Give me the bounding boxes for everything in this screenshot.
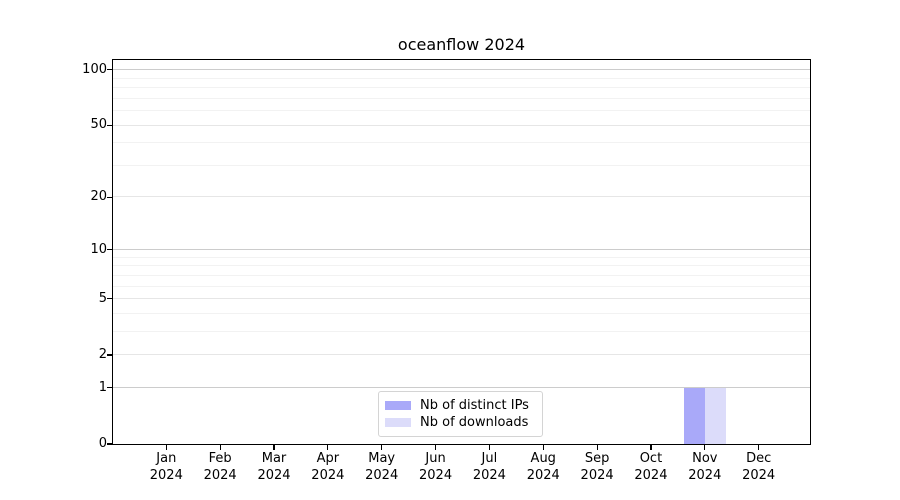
legend-label-downloads: Nb of downloads [420, 414, 529, 430]
x-tick-label: Dec 2024 [742, 451, 776, 483]
x-tick-label: Apr 2024 [311, 451, 345, 483]
y-tick-label: 20 [90, 189, 107, 205]
y-tick-label: 2 [98, 346, 107, 362]
y-tick-label: 5 [98, 290, 107, 306]
x-tick-mark [758, 445, 760, 450]
gridline-minor [112, 142, 810, 144]
gridlines-layer [112, 60, 810, 444]
gridline-minor [112, 312, 810, 314]
gridline-minor [112, 265, 810, 267]
gridline-minor [112, 256, 810, 258]
gridline-minor [112, 77, 810, 79]
x-tick-label: Mar 2024 [257, 451, 291, 483]
gridline-major [112, 298, 810, 300]
x-tick-mark [327, 445, 329, 450]
x-tick-label: Jul 2024 [472, 451, 506, 483]
gridline-minor [112, 87, 810, 89]
plot-area [111, 58, 811, 445]
x-tick-mark [273, 445, 275, 450]
gridline-major [112, 354, 810, 356]
legend: Nb of distinct IPs Nb of downloads [378, 391, 543, 437]
x-tick-label: Jun 2024 [419, 451, 453, 483]
gridline-minor [112, 164, 810, 166]
bar-nb-of-downloads [704, 387, 726, 444]
gridline-minor [112, 110, 810, 111]
gridline-minor [112, 330, 810, 332]
legend-item-downloads: Nb of downloads [385, 415, 533, 431]
x-tick-mark [434, 445, 437, 450]
x-tick-mark [650, 445, 652, 450]
bars-layer [113, 60, 810, 444]
x-tick-label: Sep 2024 [580, 451, 614, 483]
chart-title: oceanflow 2024 [397, 35, 526, 54]
y-tick-mark [107, 196, 112, 198]
legend-swatch-downloads [385, 418, 411, 427]
y-tick-label: 1 [98, 379, 107, 395]
y-tick-label: 10 [90, 241, 107, 257]
y-tick-mark [107, 354, 112, 356]
gridline-minor [112, 285, 810, 287]
y-tick-mark [107, 124, 112, 126]
y-tick-mark [107, 387, 112, 389]
x-tick-mark [488, 445, 490, 450]
y-tick-mark [107, 298, 112, 300]
y-tick-label: 50 [90, 117, 107, 133]
y-tick-mark [107, 69, 112, 71]
x-tick-mark [542, 445, 544, 450]
y-tick-mark [107, 443, 112, 445]
x-tick-label: Oct 2024 [634, 451, 668, 483]
x-tick-label: Nov 2024 [688, 451, 722, 483]
gridline-major [112, 387, 810, 389]
y-tick-label: 100 [82, 61, 107, 77]
gridline-minor [112, 97, 810, 99]
x-tick-label: Jan 2024 [149, 451, 183, 483]
legend-swatch-distinct-ips [385, 401, 411, 410]
x-tick-mark [219, 445, 221, 450]
gridline-major [112, 196, 810, 198]
x-tick-mark [596, 445, 598, 450]
x-tick-mark [165, 445, 167, 450]
gridline-major [112, 248, 810, 250]
x-tick-label: May 2024 [365, 451, 399, 483]
x-tick-label: Aug 2024 [526, 451, 560, 483]
x-tick-mark [381, 445, 383, 450]
y-tick-mark [107, 248, 112, 251]
bar-nb-of-distinct-ips [683, 387, 705, 444]
y-tick-label: 0 [98, 436, 107, 451]
gridline-minor [112, 274, 810, 276]
x-tick-mark [704, 445, 706, 450]
legend-item-distinct-ips: Nb of distinct IPs [385, 398, 533, 414]
gridline-major [112, 69, 810, 71]
gridline-major [112, 124, 810, 126]
legend-label-distinct-ips: Nb of distinct IPs [420, 397, 529, 413]
x-tick-label: Feb 2024 [203, 451, 237, 483]
